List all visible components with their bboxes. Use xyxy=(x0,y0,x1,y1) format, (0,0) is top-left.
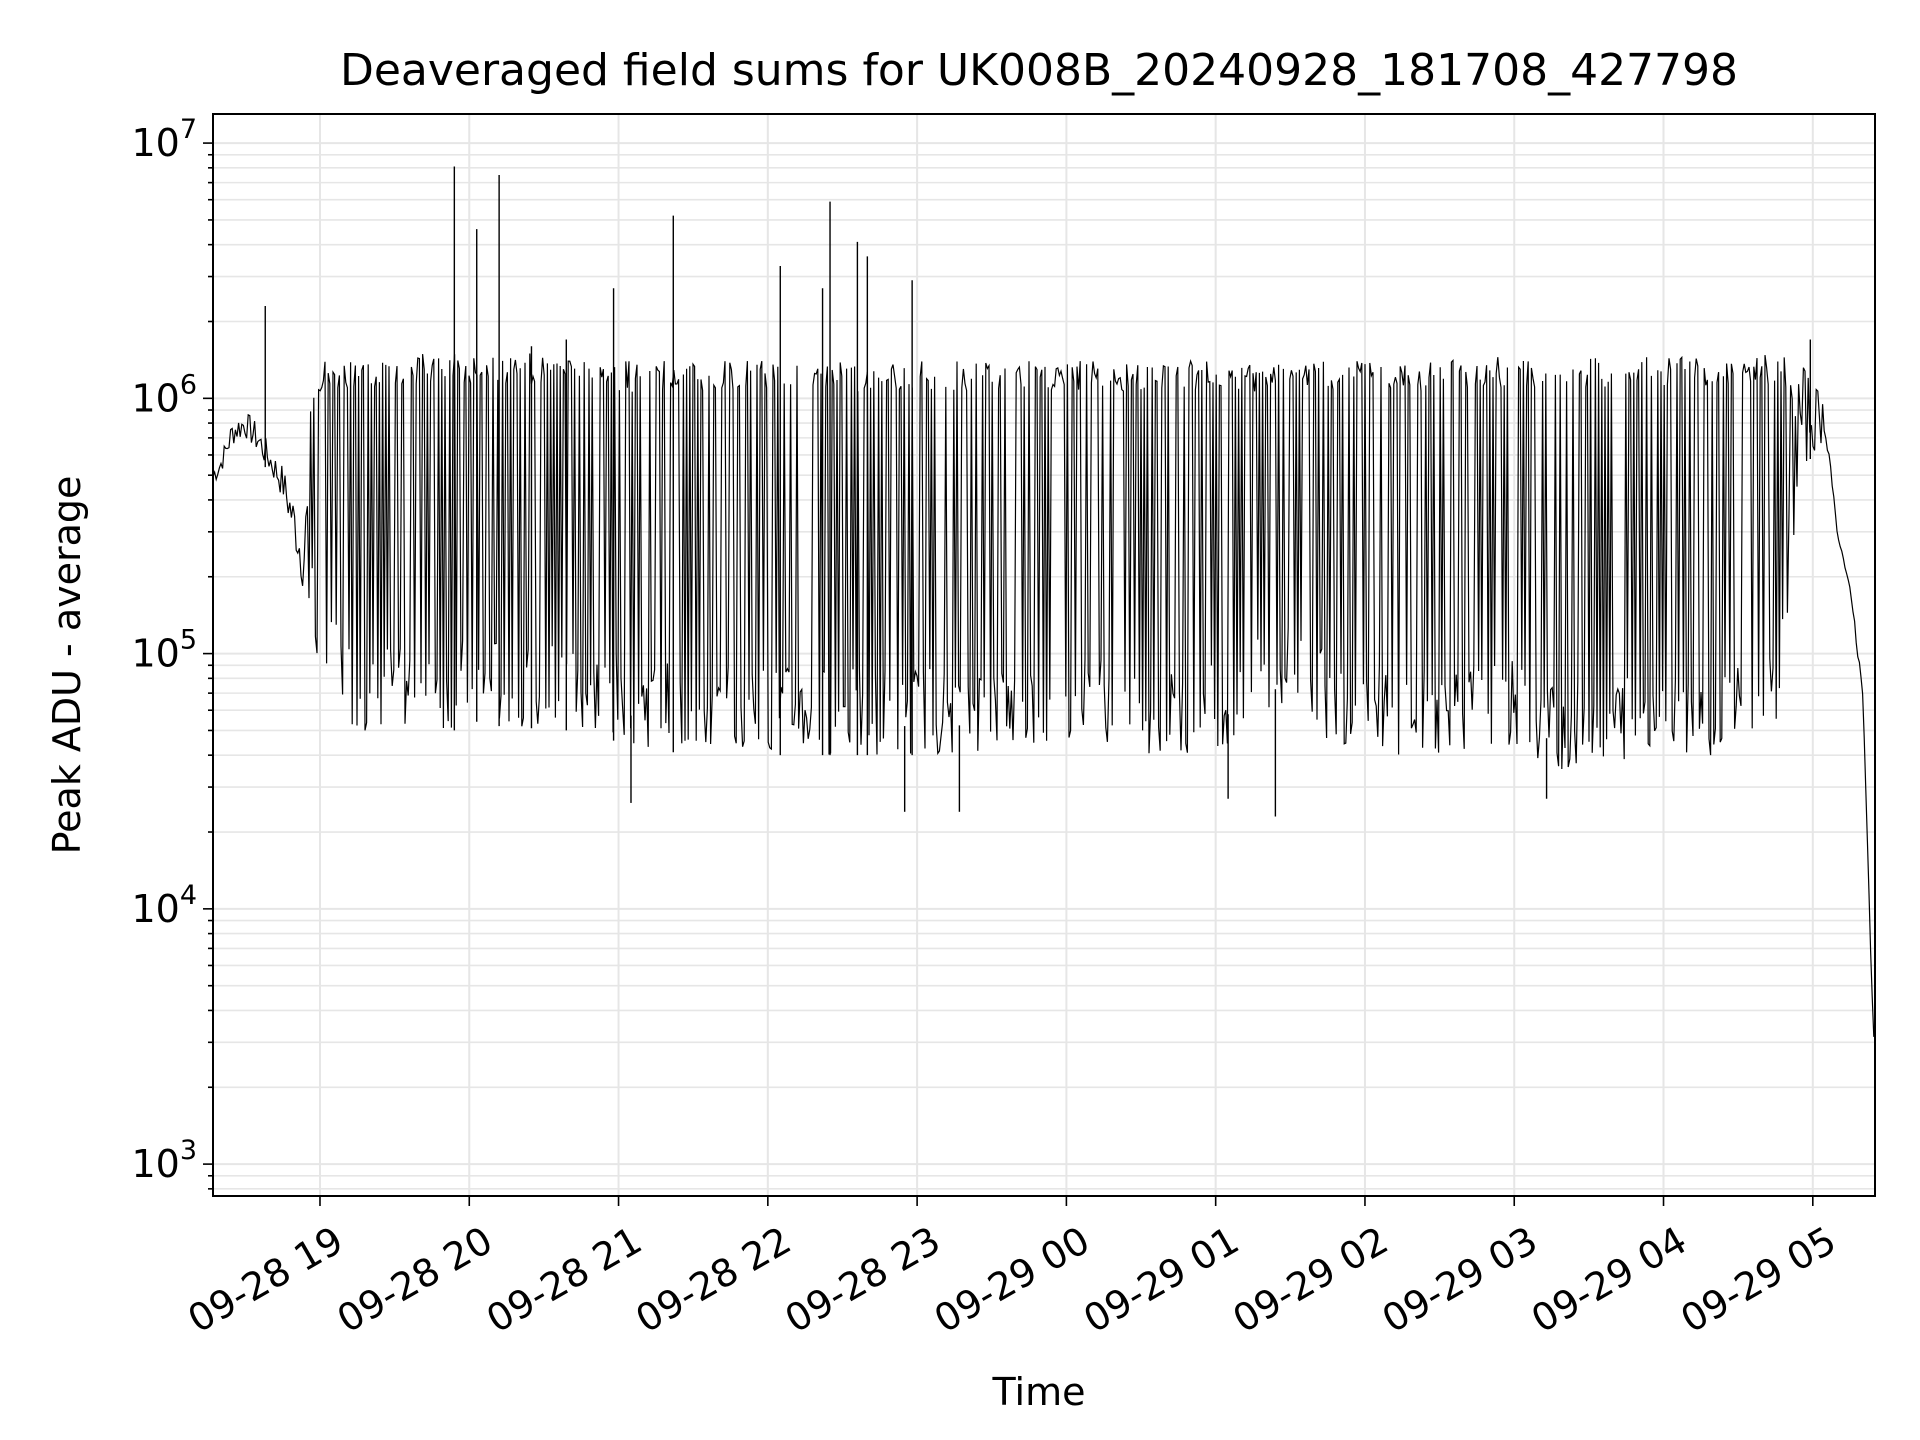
y-tick-label: 103 xyxy=(131,1135,197,1186)
x-axis-label: Time xyxy=(992,1370,1086,1414)
y-tick-label: 106 xyxy=(131,369,197,420)
y-tick-label: 107 xyxy=(131,114,197,165)
data-spikes xyxy=(264,166,1812,817)
plot-area xyxy=(212,166,1875,1037)
chart-title: Deaveraged field sums for UK008B_2024092… xyxy=(340,45,1738,96)
y-tick-label: 105 xyxy=(131,625,197,676)
data-series-line xyxy=(212,353,1875,1037)
y-tick-label: 104 xyxy=(131,880,197,931)
y-axis: 103 104 105 106 107 xyxy=(131,114,213,1190)
plot-frame xyxy=(212,113,1876,1197)
y-axis-label: Peak ADU - average xyxy=(45,476,89,855)
